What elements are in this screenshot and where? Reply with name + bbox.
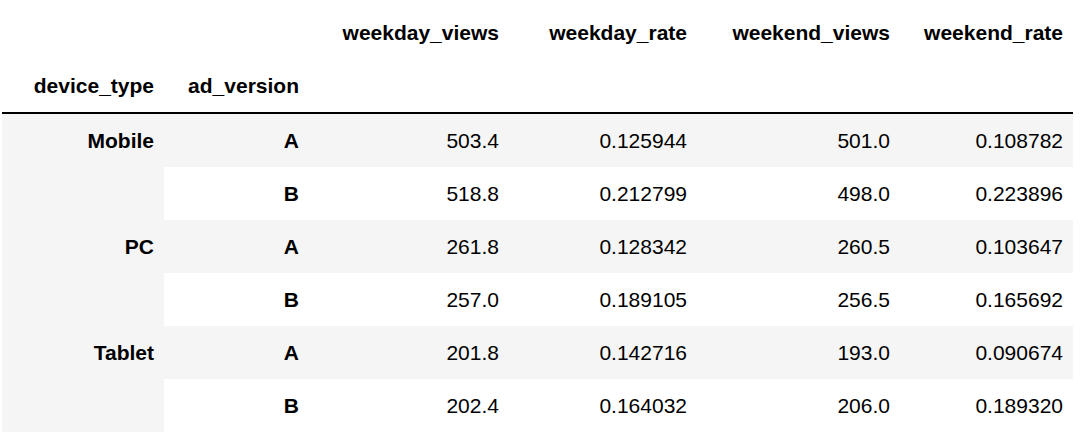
index-name-ad-version: ad_version [164, 59, 309, 113]
blank-header-cell [309, 59, 509, 113]
col-header-weekday-rate: weekday_rate [509, 6, 697, 59]
cell-weekday-rate: 0.164032 [509, 379, 697, 432]
blank-header-cell [509, 59, 697, 113]
cell-weekend-views: 193.0 [697, 326, 900, 379]
cell-weekday-views: 257.0 [309, 273, 509, 326]
table-header: weekday_views weekday_rate weekend_views… [2, 6, 1073, 113]
cell-weekend-rate: 0.223896 [900, 167, 1073, 220]
blank-header-cell [900, 59, 1073, 113]
col-header-weekday-views: weekday_views [309, 6, 509, 59]
index-name-device-type: device_type [2, 59, 164, 113]
table-row: Tablet A 201.8 0.142716 193.0 0.090674 [2, 326, 1073, 379]
row-header-ad-version: A [164, 113, 309, 167]
row-header-ad-version: B [164, 167, 309, 220]
row-header-device-type: PC [2, 220, 164, 326]
table-body: Mobile A 503.4 0.125944 501.0 0.108782 B… [2, 113, 1073, 432]
cell-weekend-rate: 0.090674 [900, 326, 1073, 379]
col-header-weekend-rate: weekend_rate [900, 6, 1073, 59]
blank-header-cell [164, 6, 309, 59]
dataframe-table: weekday_views weekday_rate weekend_views… [2, 6, 1073, 432]
row-header-ad-version: B [164, 379, 309, 432]
cell-weekday-views: 202.4 [309, 379, 509, 432]
cell-weekend-rate: 0.165692 [900, 273, 1073, 326]
index-name-row: device_type ad_version [2, 59, 1073, 113]
row-header-ad-version: B [164, 273, 309, 326]
cell-weekend-rate: 0.108782 [900, 113, 1073, 167]
cell-weekday-views: 503.4 [309, 113, 509, 167]
blank-header-cell [697, 59, 900, 113]
cell-weekday-rate: 0.212799 [509, 167, 697, 220]
row-header-ad-version: A [164, 326, 309, 379]
cell-weekend-views: 206.0 [697, 379, 900, 432]
dataframe-output: weekday_views weekday_rate weekend_views… [0, 0, 1088, 432]
row-header-device-type: Mobile [2, 113, 164, 220]
cell-weekend-views: 498.0 [697, 167, 900, 220]
col-header-weekend-views: weekend_views [697, 6, 900, 59]
cell-weekday-rate: 0.189105 [509, 273, 697, 326]
cell-weekday-rate: 0.128342 [509, 220, 697, 273]
cell-weekend-rate: 0.189320 [900, 379, 1073, 432]
cell-weekend-rate: 0.103647 [900, 220, 1073, 273]
cell-weekday-views: 201.8 [309, 326, 509, 379]
table-row: Mobile A 503.4 0.125944 501.0 0.108782 [2, 113, 1073, 167]
cell-weekday-rate: 0.125944 [509, 113, 697, 167]
cell-weekday-rate: 0.142716 [509, 326, 697, 379]
column-header-row: weekday_views weekday_rate weekend_views… [2, 6, 1073, 59]
table-row: PC A 261.8 0.128342 260.5 0.103647 [2, 220, 1073, 273]
row-header-ad-version: A [164, 220, 309, 273]
cell-weekday-views: 518.8 [309, 167, 509, 220]
blank-header-cell [2, 6, 164, 59]
row-header-device-type: Tablet [2, 326, 164, 432]
cell-weekend-views: 256.5 [697, 273, 900, 326]
cell-weekend-views: 501.0 [697, 113, 900, 167]
cell-weekend-views: 260.5 [697, 220, 900, 273]
cell-weekday-views: 261.8 [309, 220, 509, 273]
